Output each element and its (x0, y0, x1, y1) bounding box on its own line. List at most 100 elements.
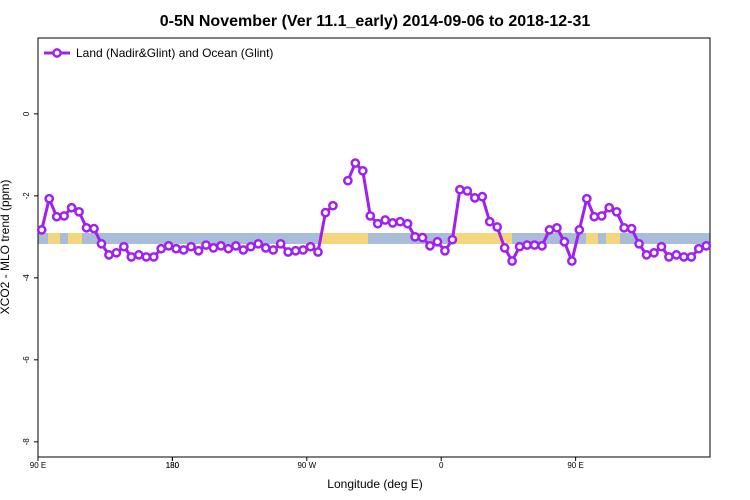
data-point (36, 225, 47, 235)
data-point (51, 211, 62, 222)
data-point (447, 234, 458, 245)
data-point (260, 243, 271, 253)
data-point (245, 241, 256, 252)
data-point (417, 232, 428, 243)
data-point (357, 165, 368, 176)
data-point (693, 243, 704, 254)
data-point (178, 245, 189, 255)
x-tick-label: 90 E (30, 461, 46, 470)
data-point (126, 252, 137, 262)
data-point (462, 186, 473, 196)
data-point (469, 193, 480, 203)
x-tick-label: 0 (439, 461, 444, 470)
plot-frame (37, 37, 711, 458)
data-point (634, 238, 644, 249)
data-point (89, 223, 99, 234)
data-point (275, 238, 286, 249)
legend-label: Land (Nadir&Glint) and Ocean (Glint) (76, 46, 273, 60)
data-point (671, 250, 682, 260)
data-point (320, 207, 331, 218)
data-point (74, 206, 84, 217)
data-point (477, 191, 488, 202)
data-point (238, 245, 249, 255)
data-point (350, 158, 361, 168)
data-point (484, 216, 495, 227)
y-tick-label: -8 (22, 438, 31, 446)
data-point (552, 222, 562, 233)
data-point (529, 240, 540, 250)
data-point (440, 245, 450, 256)
data-point (380, 215, 391, 225)
data-point (313, 247, 323, 257)
chart-title: 0-5N November (Ver 11.1_early) 2014-09-0… (160, 13, 591, 30)
data-point (596, 211, 607, 221)
data-point (216, 241, 226, 251)
data-point (604, 202, 615, 213)
data-point (619, 222, 629, 233)
data-point (656, 241, 667, 252)
data-point (201, 240, 211, 250)
data-point (455, 184, 465, 195)
data-point (537, 241, 547, 251)
data-point (365, 211, 376, 221)
data-point (193, 245, 204, 256)
data-point (104, 250, 114, 260)
data-point (59, 211, 69, 221)
y-tick-label: 0 (22, 111, 31, 116)
data-point (163, 241, 174, 251)
land-ocean-strip (38, 233, 710, 244)
data-point (664, 252, 674, 262)
y-tick-label: -4 (22, 274, 31, 282)
data-point (119, 241, 129, 252)
data-point (581, 193, 592, 204)
data-point (96, 238, 107, 249)
data-point (686, 252, 697, 262)
data-point (425, 241, 435, 251)
data-point (387, 218, 398, 228)
data-point (290, 245, 301, 256)
data-point (410, 231, 420, 242)
data-point (111, 247, 122, 258)
data-point (567, 256, 577, 266)
data-point (395, 216, 405, 227)
x-tick-label: 90 W (297, 461, 316, 470)
data-point (156, 243, 167, 254)
data-point (283, 247, 293, 257)
data-point (522, 240, 532, 250)
data-point (81, 222, 92, 233)
data-point (499, 243, 510, 253)
data-point (589, 211, 600, 222)
data-point (402, 218, 413, 229)
data-point (649, 247, 659, 258)
data-point (372, 218, 383, 229)
data-point (343, 175, 353, 186)
y-axis-label: XCO2 - MLO trend (ppm) (0, 180, 12, 315)
data-point (44, 193, 55, 204)
data-point (148, 252, 159, 262)
x-axis-label: Longitude (deg E) (327, 477, 422, 491)
y-tick-label: -2 (22, 192, 31, 200)
data-point (626, 223, 637, 234)
data-point (432, 236, 443, 247)
data-point (305, 241, 316, 252)
data-point (679, 252, 689, 262)
x-tick-label: 180 (166, 461, 180, 470)
x-tick-label: 180 (166, 461, 180, 470)
data-point (701, 241, 712, 251)
data-point (66, 202, 77, 213)
data-point (514, 241, 525, 252)
data-point (268, 245, 279, 255)
data-point (223, 243, 234, 254)
series-line (40, 160, 707, 267)
data-point (611, 206, 622, 217)
legend-marker (52, 48, 62, 58)
data-point (641, 250, 652, 260)
data-point (231, 241, 241, 251)
data-point (544, 225, 555, 235)
x-tick-label: 90 E (567, 461, 583, 470)
data-point (171, 243, 181, 254)
data-point (133, 250, 144, 260)
data-point (328, 200, 338, 211)
data-point (298, 245, 308, 255)
